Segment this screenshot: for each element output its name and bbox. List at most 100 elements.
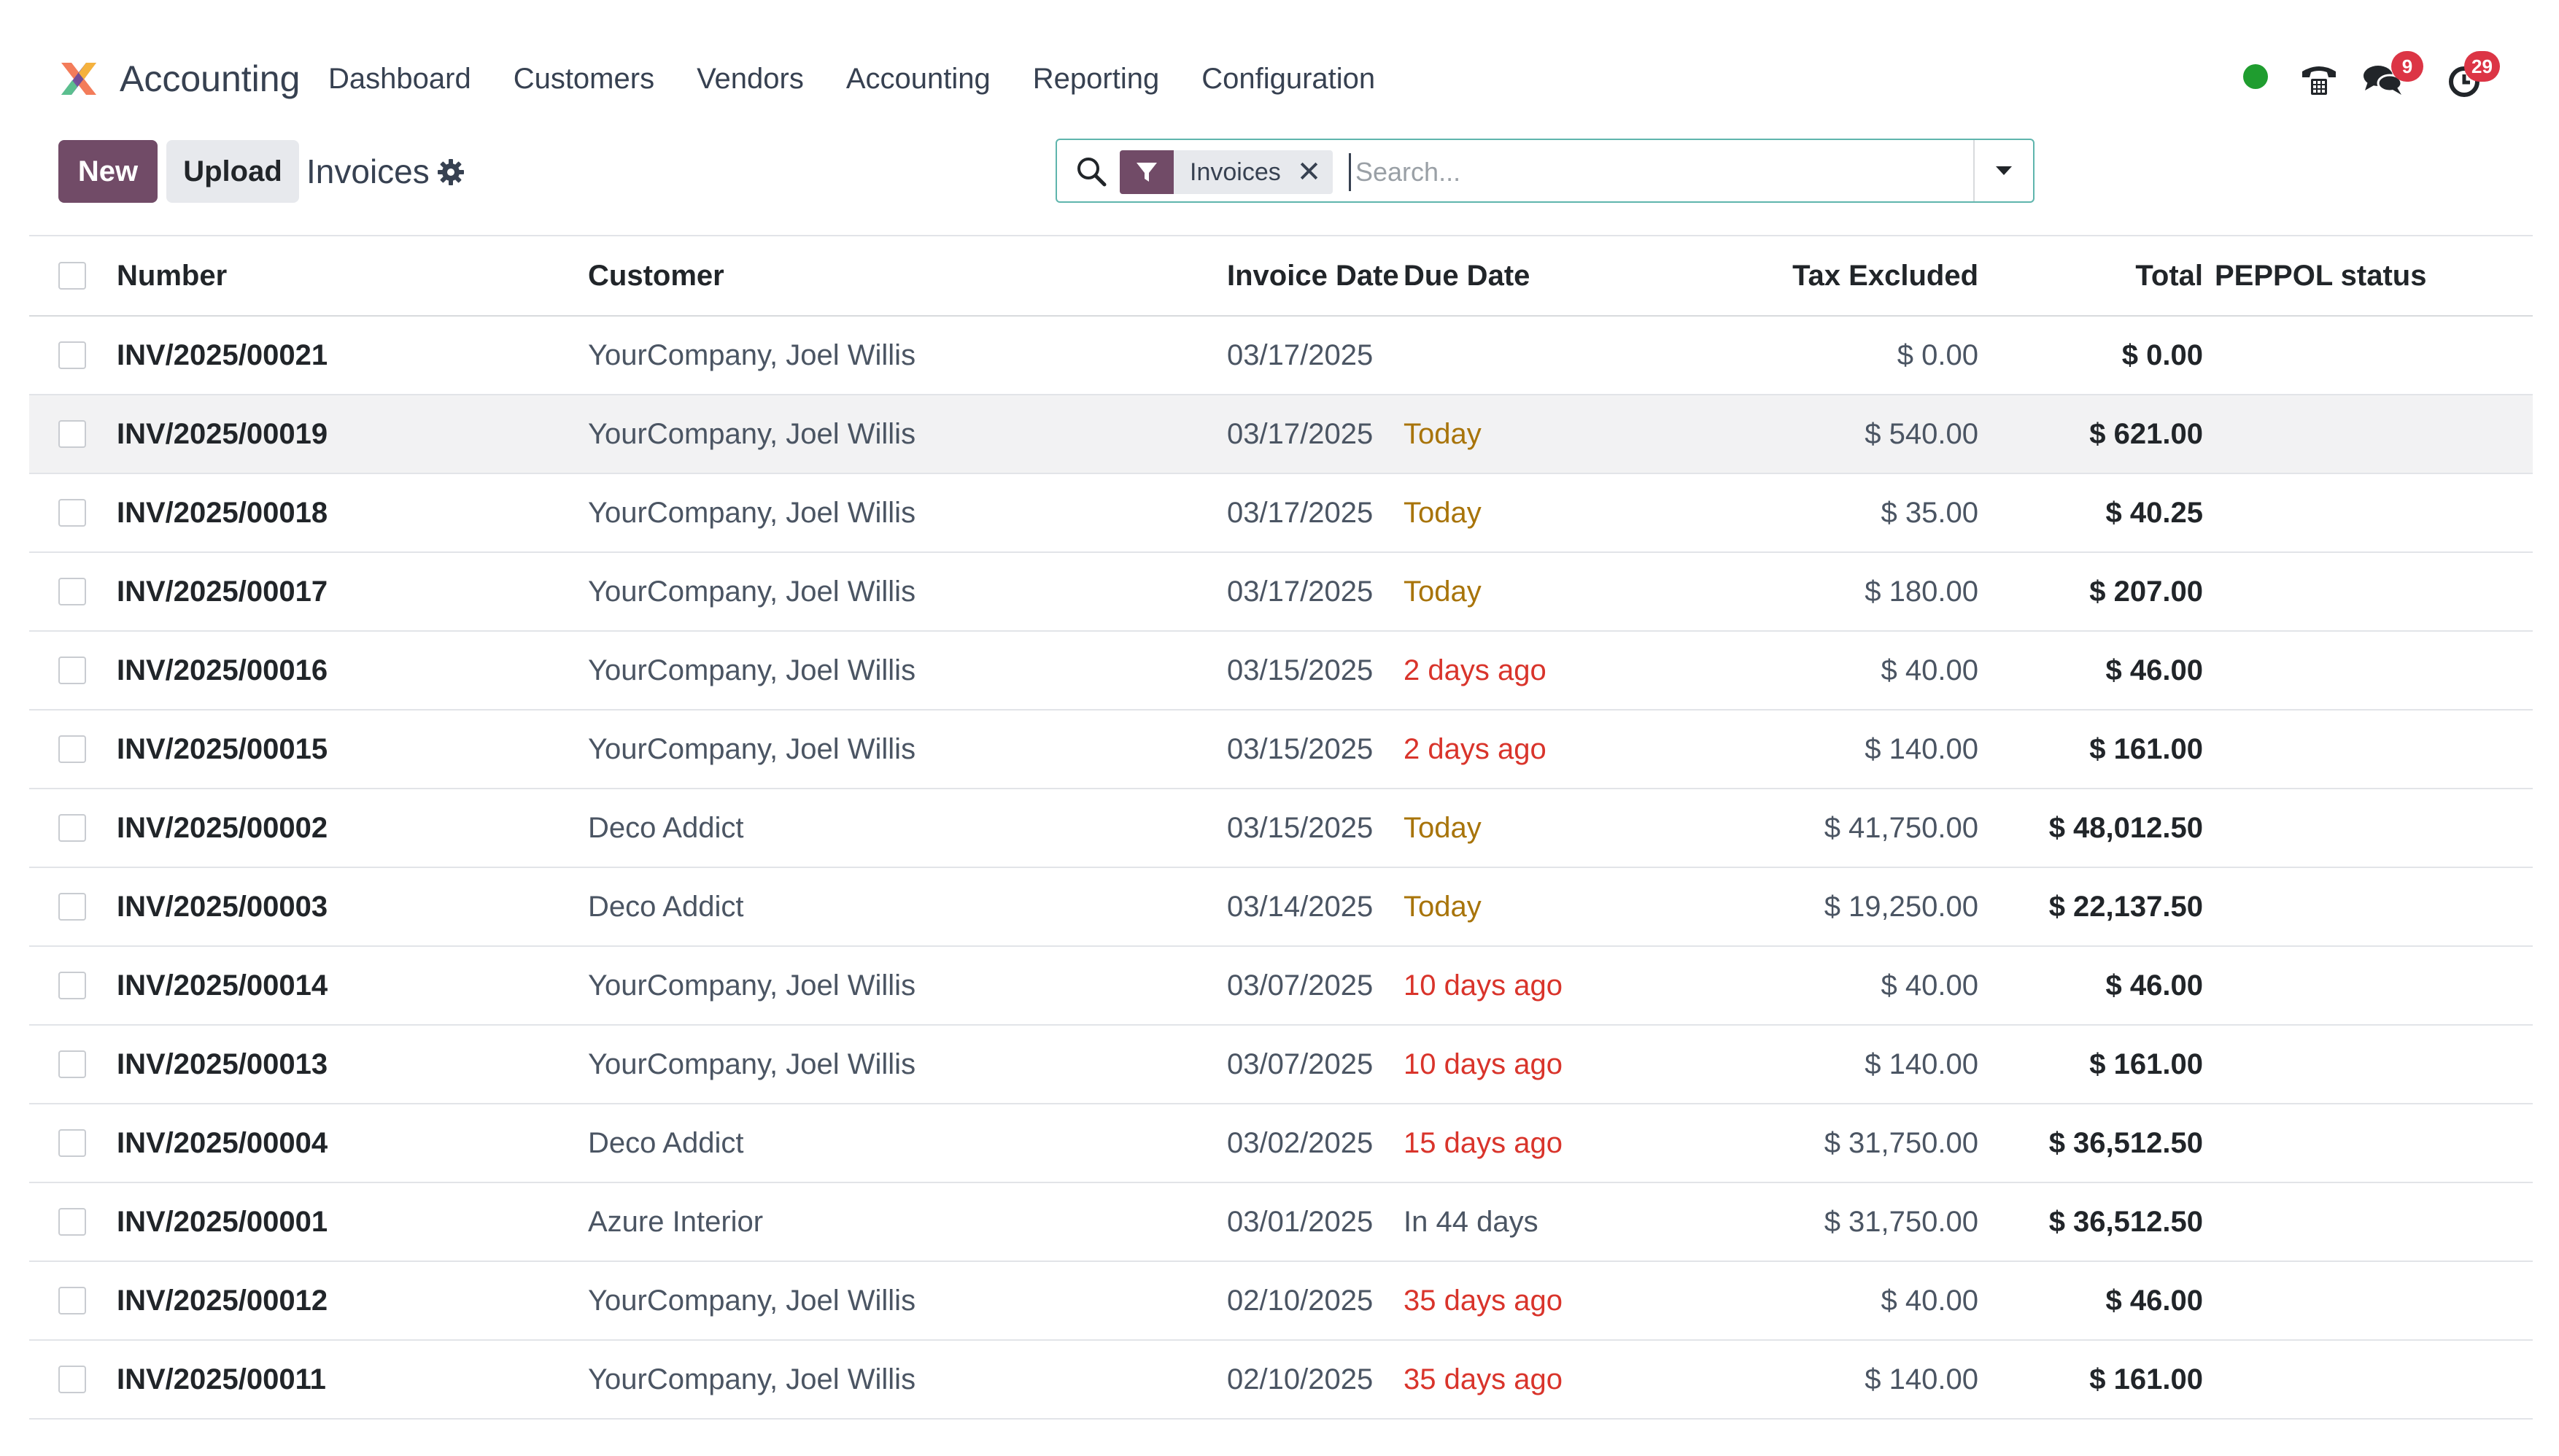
menu-accounting[interactable]: Accounting xyxy=(845,63,991,95)
row-checkbox[interactable] xyxy=(58,972,86,999)
table-row[interactable]: INV/2025/00003 Deco Addict 03/14/2025 Today… xyxy=(29,868,2533,947)
column-header-total[interactable]: Total xyxy=(2135,259,2203,292)
table-row[interactable]: INV/2025/00021 YourCompany, Joel Willis 03… xyxy=(29,317,2533,395)
row-checkbox[interactable] xyxy=(58,1050,86,1078)
total-amount: $ 40.25 xyxy=(2105,496,2203,529)
tax-excluded-amount: $ 140.00 xyxy=(1865,1048,1978,1080)
table-row[interactable]: INV/2025/00014 YourCompany, Joel Willis 03… xyxy=(29,947,2533,1026)
app-name[interactable]: Accounting xyxy=(120,58,301,99)
invoice-date: 03/15/2025 xyxy=(1227,811,1374,844)
row-checkbox[interactable] xyxy=(58,893,86,921)
tax-excluded-amount: $ 40.00 xyxy=(1881,1284,1978,1317)
invoice-date: 03/17/2025 xyxy=(1227,338,1374,371)
invoice-number: INV/2025/00014 xyxy=(117,969,328,1002)
invoice-number: INV/2025/00001 xyxy=(117,1205,328,1238)
customer-name: YourCompany, Joel Willis xyxy=(588,417,916,450)
menu-vendors[interactable]: Vendors xyxy=(697,63,804,95)
filter-icon xyxy=(1120,150,1174,194)
menu-customers[interactable]: Customers xyxy=(513,63,655,95)
invoice-number: INV/2025/00004 xyxy=(117,1126,328,1159)
row-checkbox[interactable] xyxy=(58,341,86,369)
table-row[interactable]: INV/2025/00019 YourCompany, Joel Willis 03… xyxy=(29,395,2533,474)
invoice-date: 03/14/2025 xyxy=(1227,890,1374,923)
search-icon[interactable] xyxy=(1075,155,1108,188)
invoice-number: INV/2025/00018 xyxy=(117,496,328,529)
row-checkbox[interactable] xyxy=(58,1208,86,1236)
customer-name: Deco Addict xyxy=(588,811,744,844)
column-header-tax-excluded[interactable]: Tax Excluded xyxy=(1792,259,1978,292)
row-checkbox[interactable] xyxy=(58,578,86,605)
invoice-date: 02/10/2025 xyxy=(1227,1284,1374,1317)
presence-status-dot[interactable] xyxy=(2243,64,2268,89)
search-options-toggle[interactable] xyxy=(1975,140,2033,201)
row-checkbox[interactable] xyxy=(58,1366,86,1393)
row-checkbox[interactable] xyxy=(58,499,86,527)
upload-button[interactable]: Upload xyxy=(166,140,299,203)
invoice-list: Number Customer Invoice Date Due Date Ta… xyxy=(29,235,2533,1420)
menu-dashboard[interactable]: Dashboard xyxy=(328,63,471,95)
invoice-number: INV/2025/00013 xyxy=(117,1048,328,1080)
customer-name: YourCompany, Joel Willis xyxy=(588,338,916,371)
table-row[interactable]: INV/2025/00018 YourCompany, Joel Willis 03… xyxy=(29,474,2533,553)
row-checkbox[interactable] xyxy=(58,814,86,842)
due-date: 2 days ago xyxy=(1404,654,1546,686)
phone-icon[interactable] xyxy=(2296,57,2342,102)
due-date: Today xyxy=(1404,811,1482,844)
table-row[interactable]: INV/2025/00016 YourCompany, Joel Willis 03… xyxy=(29,632,2533,710)
column-header-invoice-date[interactable]: Invoice Date xyxy=(1227,259,1399,292)
search-input[interactable] xyxy=(1349,153,1903,191)
tax-excluded-amount: $ 40.00 xyxy=(1881,969,1978,1002)
row-checkbox[interactable] xyxy=(58,657,86,684)
menu-reporting[interactable]: Reporting xyxy=(1032,63,1160,95)
total-amount: $ 22,137.50 xyxy=(2048,890,2203,923)
row-checkbox[interactable] xyxy=(58,420,86,448)
table-row[interactable]: INV/2025/00017 YourCompany, Joel Willis 03… xyxy=(29,553,2533,632)
column-header-peppol-status[interactable]: PEPPOL status xyxy=(2215,259,2427,292)
chat-icon[interactable] xyxy=(2361,57,2406,102)
main-menu: Dashboard Customers Vendors Accounting R… xyxy=(328,58,1375,99)
activities-count-badge: 29 xyxy=(2464,51,2500,82)
tax-excluded-amount: $ 35.00 xyxy=(1881,496,1978,529)
due-date: 2 days ago xyxy=(1404,732,1546,765)
tax-excluded-amount: $ 19,250.00 xyxy=(1824,890,1978,923)
invoice-date: 03/15/2025 xyxy=(1227,732,1374,765)
invoice-number: INV/2025/00019 xyxy=(117,417,328,450)
table-row[interactable]: INV/2025/00012 YourCompany, Joel Willis 02… xyxy=(29,1262,2533,1341)
systray: 9 29 xyxy=(2232,51,2539,104)
customer-name: Deco Addict xyxy=(588,1126,744,1159)
tax-excluded-amount: $ 140.00 xyxy=(1865,732,1978,765)
due-date: 35 days ago xyxy=(1404,1363,1563,1395)
new-button[interactable]: New xyxy=(58,140,158,203)
invoice-number: INV/2025/00016 xyxy=(117,654,328,686)
row-checkbox[interactable] xyxy=(58,1129,86,1157)
menu-configuration[interactable]: Configuration xyxy=(1201,63,1376,95)
column-header-number[interactable]: Number xyxy=(117,259,228,292)
row-checkbox[interactable] xyxy=(58,735,86,763)
remove-facet-icon[interactable]: ✕ xyxy=(1296,156,1322,188)
search-panel: Invoices ✕ xyxy=(1056,139,2035,203)
row-checkbox[interactable] xyxy=(58,1287,86,1314)
table-row[interactable]: INV/2025/00011 YourCompany, Joel Willis 02… xyxy=(29,1341,2533,1420)
table-row[interactable]: INV/2025/00002 Deco Addict 03/15/2025 Today… xyxy=(29,789,2533,868)
table-header: Number Customer Invoice Date Due Date Ta… xyxy=(29,235,2533,317)
table-row[interactable]: INV/2025/00001 Azure Interior 03/01/2025 In… xyxy=(29,1183,2533,1262)
column-header-due-date[interactable]: Due Date xyxy=(1404,259,1530,292)
messages-count-badge: 9 xyxy=(2391,51,2423,82)
invoice-date: 03/01/2025 xyxy=(1227,1205,1374,1238)
total-amount: $ 46.00 xyxy=(2105,1284,2203,1317)
invoice-date: 03/02/2025 xyxy=(1227,1126,1374,1159)
accounting-app-icon[interactable] xyxy=(57,57,101,101)
invoice-number: INV/2025/00021 xyxy=(117,338,328,371)
total-amount: $ 161.00 xyxy=(2089,1048,2203,1080)
select-all-checkbox[interactable] xyxy=(58,262,86,290)
customer-name: YourCompany, Joel Willis xyxy=(588,1048,916,1080)
gear-icon[interactable] xyxy=(436,158,465,187)
total-amount: $ 0.00 xyxy=(2121,338,2203,371)
table-row[interactable]: INV/2025/00015 YourCompany, Joel Willis 03… xyxy=(29,710,2533,789)
table-row[interactable]: INV/2025/00013 YourCompany, Joel Willis 03… xyxy=(29,1026,2533,1104)
table-row[interactable]: INV/2025/00004 Deco Addict 03/02/2025 15 da… xyxy=(29,1104,2533,1183)
customer-name: YourCompany, Joel Willis xyxy=(588,654,916,686)
top-navbar: Accounting Dashboard Customers Vendors A… xyxy=(0,0,2559,158)
column-header-customer[interactable]: Customer xyxy=(588,259,724,292)
customer-name: YourCompany, Joel Willis xyxy=(588,575,916,608)
